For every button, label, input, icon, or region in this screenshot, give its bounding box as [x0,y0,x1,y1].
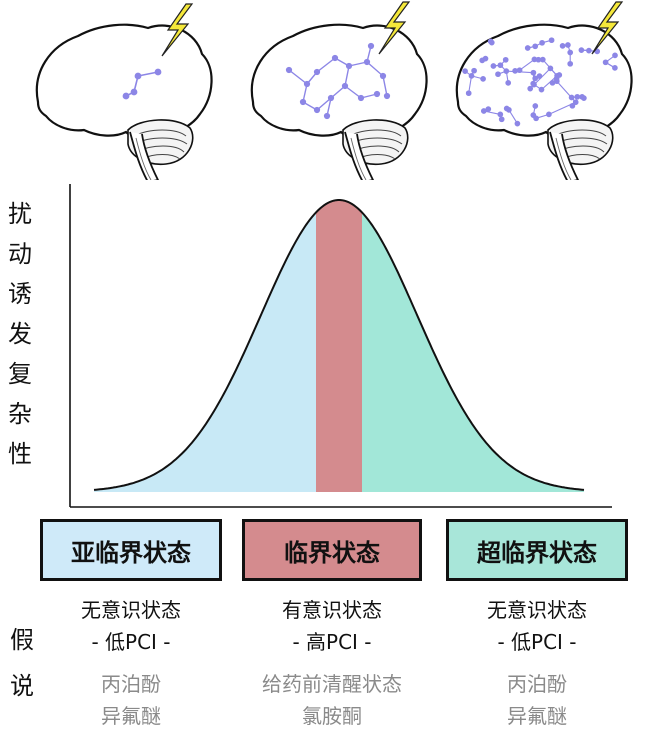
network-node [578,47,585,53]
drug-critical-2: 氯胺酮 [302,704,362,728]
network-node [602,59,609,66]
consciousness-critical: 有意识状态 [282,598,382,622]
network-node [532,75,539,82]
network-node [567,60,574,67]
network-node [548,37,555,44]
critical-region [316,200,362,492]
network-node [546,111,552,118]
network-node [568,94,575,101]
network-node [612,65,618,71]
y-axis-label-char: 杂 [8,400,32,428]
brain-critical [250,1,428,180]
pci-subcritical: - 低PCI - [91,630,171,654]
network-node [538,86,545,93]
network-node [567,49,574,56]
network-node [512,68,518,74]
network-node [485,106,492,112]
network-node [586,47,592,54]
network-node [533,115,539,122]
network-node [532,43,539,50]
network-node [480,76,486,82]
pci-supercritical: - 低PCI - [497,630,577,654]
hypothesis-label-char: 假 [10,626,34,654]
brain-subcritical [35,3,213,180]
network-node [535,56,542,63]
network-node [482,55,489,62]
network-node [574,93,581,100]
network-node [612,52,618,59]
state-box-critical: 临界状态 [242,519,422,581]
pci-critical: - 高PCI - [292,630,372,654]
y-axis-label-char: 性 [8,440,32,468]
consciousness-supercritical: 无意识状态 [487,598,587,622]
network-node [556,72,563,78]
network-node [530,80,537,87]
network-node [532,103,539,109]
network-node [487,38,494,45]
network-node [503,105,510,112]
y-axis-label-char: 复 [8,360,32,388]
network-node [465,90,472,97]
network-node [462,68,468,74]
network-edge [519,58,535,71]
y-axis-label-char: 发 [8,320,32,348]
network-node [553,78,560,85]
brain-illustrations [35,1,633,180]
network-node [503,68,510,74]
network-node [547,65,554,72]
complexity-curve-chart [69,184,612,508]
network-node [527,85,534,92]
network-node [471,67,477,74]
network-node [514,120,521,127]
consciousness-subcritical: 无意识状态 [81,598,181,622]
network-node [524,45,531,51]
state-box-subcritical: 亚临界状态 [40,519,222,581]
network-node [505,80,512,86]
subcritical-region [94,212,316,492]
network-node [516,67,523,74]
network-node [572,99,579,106]
y-axis-label-char: 诱 [8,280,32,308]
drug-supercritical-2: 异氟醚 [507,704,567,728]
network-node [569,102,576,109]
y-axis-label-char: 扰 [8,200,32,228]
network-node [502,56,509,63]
network-node [495,71,501,78]
network-node [536,73,543,79]
network-node [480,108,487,114]
network-node [539,39,545,46]
network-node [594,48,601,55]
network-node [498,116,505,123]
network-node [490,63,497,69]
state-box-supercritical: 超临界状态 [446,519,628,581]
network-node [565,42,571,48]
drug-subcritical-2: 异氟醚 [101,704,161,728]
supercritical-region [362,212,584,492]
network-node [497,62,504,69]
network-node [468,73,475,79]
drug-supercritical-1: 丙泊酚 [507,672,567,696]
network-node [559,43,566,49]
bell-curve [93,199,585,491]
drug-subcritical-1: 丙泊酚 [101,672,161,696]
hypothesis-label-char: 说 [10,672,34,700]
network-node [530,69,537,76]
network-node [497,111,504,118]
network-node [579,94,585,100]
brain-supercritical [455,1,633,180]
y-axis-label-char: 动 [8,240,32,268]
network-edge [468,75,473,94]
drug-critical-1: 给药前清醒状态 [262,672,402,696]
